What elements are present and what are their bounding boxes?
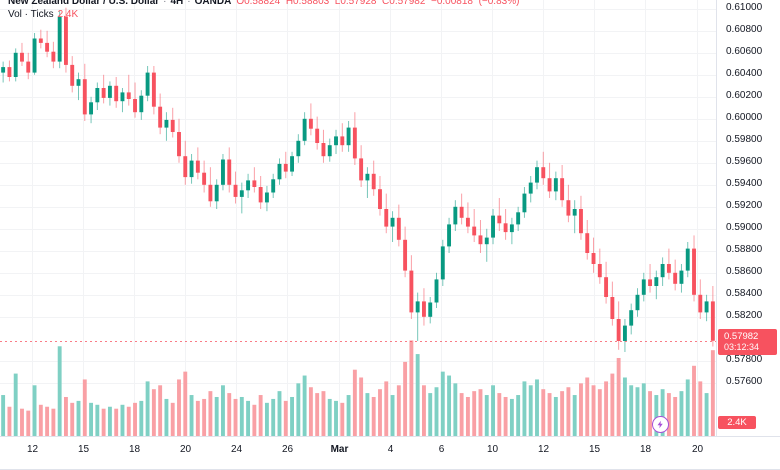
- time-tick: 26: [281, 444, 294, 455]
- price-tick: 0.58400: [726, 288, 763, 300]
- price-tick: 0.58800: [726, 244, 763, 256]
- price-tick: 0.60800: [726, 24, 763, 36]
- chart-plot-area[interactable]: [0, 0, 716, 436]
- time-tick: 15: [77, 444, 90, 455]
- price-tick: 0.57800: [726, 354, 763, 366]
- time-tick: 15: [588, 444, 601, 455]
- price-tick: 0.58200: [726, 310, 763, 322]
- time-tick: Mar: [330, 444, 349, 455]
- price-tick: 0.61000: [726, 2, 763, 14]
- current-price-badge[interactable]: 0.57982 03:12:34: [718, 328, 777, 355]
- bar-countdown: 03:12:34: [724, 341, 760, 352]
- time-tick: 18: [639, 444, 652, 455]
- price-tick: 0.60600: [726, 46, 763, 58]
- time-scale[interactable]: 12 15 18 20 24 26 Mar 4 6 10 12 15 18 20: [0, 436, 780, 470]
- time-tick: 12: [537, 444, 550, 455]
- current-price-value: 0.57982: [724, 330, 759, 342]
- time-tick: 20: [691, 444, 704, 455]
- time-tick: 24: [230, 444, 243, 455]
- price-tick: 0.60200: [726, 90, 763, 102]
- lightning-bolt-icon[interactable]: [651, 416, 669, 433]
- candlestick-series: [0, 7, 716, 436]
- volume-value-badge[interactable]: 2.4K: [718, 416, 756, 429]
- time-tick: 12: [26, 444, 39, 455]
- price-tick: 0.59600: [726, 156, 763, 168]
- time-tick: 4: [387, 444, 394, 455]
- price-tick: 0.58600: [726, 266, 763, 278]
- price-tick: 0.59800: [726, 134, 763, 146]
- time-tick: 10: [486, 444, 499, 455]
- time-tick: 6: [438, 444, 445, 455]
- price-tick: 0.59400: [726, 178, 763, 190]
- time-tick: 20: [179, 444, 192, 455]
- price-tick: 0.57600: [726, 376, 763, 388]
- price-tick: 0.59200: [726, 200, 763, 212]
- price-tick: 0.60400: [726, 68, 763, 80]
- time-tick: 18: [128, 444, 141, 455]
- price-tick: 0.59000: [726, 222, 763, 234]
- price-scale[interactable]: 0.61000 0.60800 0.60600 0.60400 0.60200 0.600…: [716, 0, 780, 436]
- price-tick: 0.60000: [726, 112, 763, 124]
- chart-gridlines: [0, 0, 716, 436]
